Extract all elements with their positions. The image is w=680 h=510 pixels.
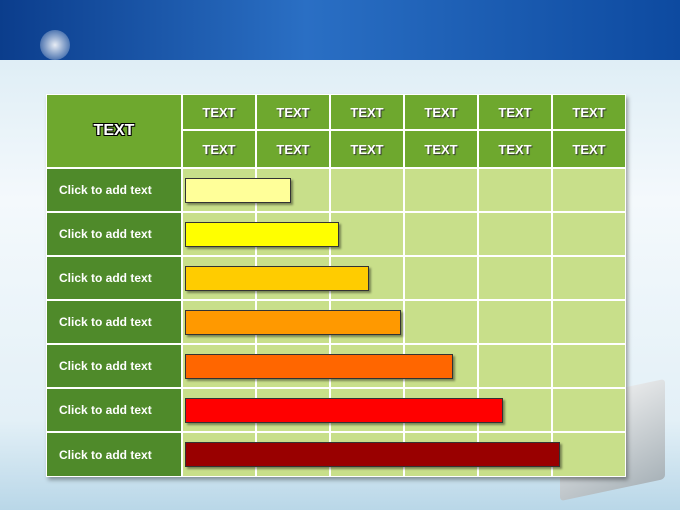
table-cell bbox=[404, 212, 478, 256]
table-cell bbox=[404, 168, 478, 212]
row-label: Click to add text bbox=[46, 256, 182, 300]
column-header: TEXT bbox=[552, 130, 626, 168]
row-label: Click to add text bbox=[46, 432, 182, 477]
table-cell bbox=[552, 432, 626, 477]
table-cell bbox=[552, 256, 626, 300]
table-cell bbox=[478, 256, 552, 300]
header-band bbox=[0, 0, 680, 60]
table-cell bbox=[404, 300, 478, 344]
table-cell bbox=[552, 300, 626, 344]
table-cell bbox=[552, 168, 626, 212]
table-cell bbox=[552, 212, 626, 256]
column-header: TEXT bbox=[256, 130, 330, 168]
table-cell bbox=[552, 388, 626, 432]
column-header: TEXT bbox=[478, 130, 552, 168]
bar bbox=[185, 310, 401, 335]
column-header: TEXT bbox=[552, 94, 626, 130]
column-header: TEXT bbox=[330, 130, 404, 168]
row-label: Click to add text bbox=[46, 212, 182, 256]
bar bbox=[185, 354, 453, 379]
bar bbox=[185, 266, 369, 291]
bar bbox=[185, 442, 560, 467]
row-label: Click to add text bbox=[46, 344, 182, 388]
table-cell bbox=[330, 212, 404, 256]
column-header: TEXT bbox=[182, 130, 256, 168]
table-cell bbox=[404, 256, 478, 300]
column-header: TEXT bbox=[330, 94, 404, 130]
column-header: TEXT bbox=[404, 94, 478, 130]
row-label: Click to add text bbox=[46, 168, 182, 212]
row-label: Click to add text bbox=[46, 300, 182, 344]
column-header: TEXT bbox=[404, 130, 478, 168]
table-cell bbox=[478, 300, 552, 344]
column-header: TEXT bbox=[256, 94, 330, 130]
table: TEXT TEXT TEXT TEXT TEXT TEXT TEXT TEXT TEXT TEXT… bbox=[46, 94, 626, 477]
column-header: TEXT bbox=[478, 94, 552, 130]
row-label: Click to add text bbox=[46, 388, 182, 432]
table-cell bbox=[552, 344, 626, 388]
table-cell bbox=[330, 168, 404, 212]
table-cell bbox=[478, 212, 552, 256]
glow bbox=[40, 30, 70, 60]
corner-header: TEXT bbox=[46, 94, 182, 168]
bar bbox=[185, 398, 503, 423]
table-cell bbox=[478, 168, 552, 212]
column-header: TEXT bbox=[182, 94, 256, 130]
bar bbox=[185, 178, 291, 203]
table-cell bbox=[478, 344, 552, 388]
bar bbox=[185, 222, 339, 247]
